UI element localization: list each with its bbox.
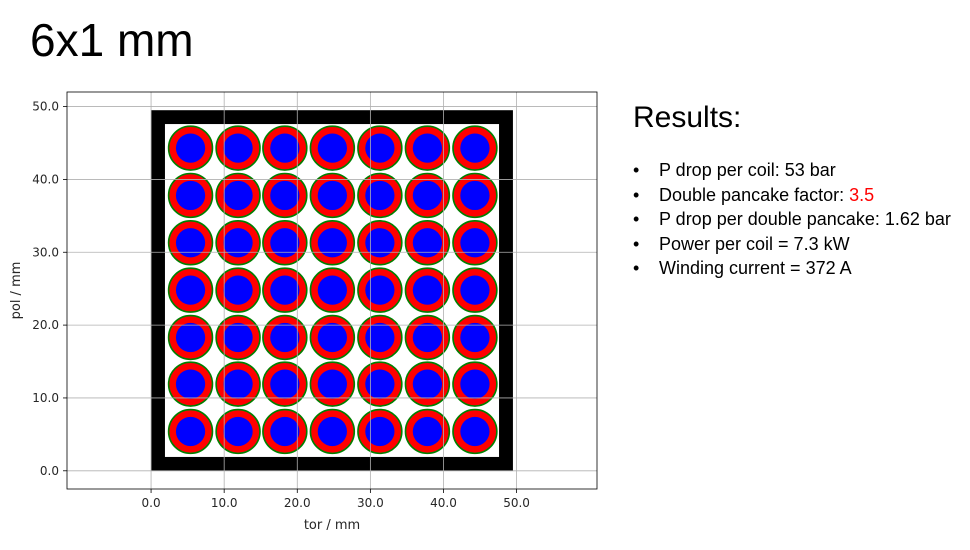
- conductor-bore: [412, 416, 443, 447]
- y-tick-label: 10.0: [32, 391, 59, 405]
- result-text: Power per coil = 7.3 kW: [659, 233, 850, 254]
- conductor-bore: [175, 322, 206, 353]
- conductor-bore: [317, 322, 347, 353]
- result-item-p-drop-double-pancake: • P drop per double pancake: 1.62 bar: [633, 207, 963, 232]
- result-item-p-drop-coil: • P drop per coil: 53 bar: [633, 158, 963, 183]
- result-highlight-value: 3.5: [849, 184, 875, 205]
- result-item-double-pancake-factor: • Double pancake factor: 3.5: [633, 183, 963, 208]
- conductor-bore: [223, 416, 253, 447]
- x-tick-label: 0.0: [142, 496, 161, 510]
- conductor-bore: [270, 133, 300, 163]
- y-tick-label: 40.0: [32, 172, 59, 186]
- bullet: •: [633, 160, 640, 180]
- conductor-bore: [412, 369, 443, 399]
- result-item-power-per-coil: • Power per coil = 7.3 kW: [633, 232, 963, 257]
- conductor-bore: [412, 228, 443, 258]
- result-text: P drop per coil: 53 bar: [659, 160, 836, 180]
- conductor-bore: [223, 228, 253, 258]
- conductor-bore: [175, 228, 206, 258]
- conductor-bore: [317, 180, 347, 211]
- conductor-bore: [365, 416, 395, 447]
- result-text: Winding current = 372 A: [659, 258, 852, 278]
- bullet: •: [633, 233, 640, 254]
- x-tick-label: 20.0: [284, 496, 311, 510]
- conductor-bore: [270, 228, 300, 258]
- conductor-bore: [317, 133, 347, 163]
- conductor-bore: [317, 416, 347, 447]
- x-tick-label: 50.0: [503, 496, 530, 510]
- x-axis-label: tor / mm: [304, 518, 360, 533]
- y-tick-label: 30.0: [32, 245, 59, 259]
- axes-border: [66, 91, 598, 490]
- conductor-bore: [365, 322, 395, 353]
- conductor-bore: [460, 228, 490, 258]
- conductor-bore: [412, 133, 443, 163]
- y-tick-label: 20.0: [32, 318, 59, 332]
- slide-title: 6x1 mm: [30, 14, 194, 66]
- conductor-bore: [270, 275, 300, 305]
- conductor-bore: [223, 133, 253, 163]
- conductor-bore: [317, 369, 347, 399]
- result-item-winding-current: • Winding current = 372 A: [633, 256, 963, 281]
- conductor-bore: [460, 275, 490, 305]
- conductor-bore: [460, 322, 490, 353]
- conductor-bore: [365, 133, 395, 163]
- conductor-bore: [175, 275, 206, 305]
- conductor-bore: [317, 275, 347, 305]
- bullet: •: [633, 258, 640, 278]
- conductor-bore: [460, 369, 490, 399]
- conductor-bore: [270, 180, 300, 211]
- conductor-bore: [365, 180, 395, 211]
- conductor-bore: [460, 180, 490, 211]
- conductor-bore: [223, 275, 253, 305]
- conductor-bore: [412, 275, 443, 305]
- bullet: •: [633, 209, 640, 229]
- conductor-bore: [412, 322, 443, 353]
- conductor-bore: [460, 133, 490, 163]
- conductor-bore: [175, 133, 206, 163]
- conductor-bore: [223, 369, 253, 399]
- conductor-bore: [175, 369, 206, 399]
- results-heading: Results:: [633, 101, 742, 134]
- conductor-bore: [270, 322, 300, 353]
- bullet: •: [633, 184, 640, 205]
- result-text: P drop per double pancake: 1.62 bar: [659, 209, 951, 229]
- y-tick-label: 50.0: [32, 100, 59, 114]
- conductor-bore: [270, 369, 300, 399]
- result-text: Double pancake factor:: [659, 184, 850, 205]
- conductor-bore: [223, 322, 253, 353]
- conductor-bore: [270, 416, 300, 447]
- conductor-bore: [365, 228, 395, 258]
- conductor-bore: [365, 275, 395, 305]
- y-axis-label: pol / mm: [9, 262, 24, 320]
- x-tick-label: 10.0: [211, 496, 238, 510]
- conductor-bore: [460, 416, 490, 447]
- conductor-bore: [175, 180, 206, 211]
- y-tick-label: 0.0: [40, 464, 59, 478]
- x-tick-label: 40.0: [430, 496, 457, 510]
- conductor-bore: [412, 180, 443, 211]
- conductor-bore: [317, 228, 347, 258]
- conductor-bore: [175, 416, 206, 447]
- conductor-bore: [223, 180, 253, 211]
- x-tick-label: 30.0: [357, 496, 384, 510]
- results-panel: Results: • P drop per coil: 53 bar • Dou…: [633, 98, 963, 281]
- results-list: • P drop per coil: 53 bar • Double panca…: [633, 158, 963, 281]
- conductor-bore: [365, 369, 395, 399]
